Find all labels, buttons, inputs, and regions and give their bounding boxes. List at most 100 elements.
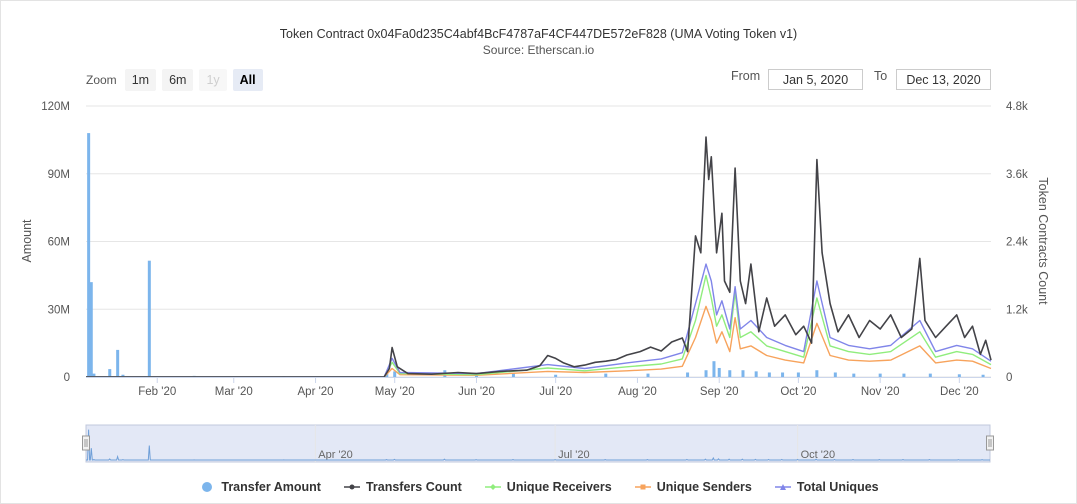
transfer-amount-bar: [957, 374, 961, 377]
zoom-label: Zoom: [86, 73, 117, 87]
legend-label: Transfer Amount: [221, 480, 321, 494]
x-tick-label: Mar '20: [215, 386, 253, 398]
y-right-tick-label: 3.6k: [1006, 169, 1028, 181]
y-right-tick-label: 1.2k: [1006, 304, 1028, 316]
transfer-amount-bar: [89, 282, 93, 377]
legend-item-unique-receivers[interactable]: Unique Receivers: [484, 480, 612, 494]
legend-marker-icon: [343, 484, 360, 490]
total-uniques-line: [86, 263, 992, 378]
transfer-amount-bar: [767, 372, 771, 377]
x-tick-label: Apr '20: [298, 386, 334, 398]
x-tick-label: May '20: [375, 386, 415, 398]
transfer-amount-bar: [108, 369, 112, 377]
legend-item-total-uniques[interactable]: Total Uniques: [774, 480, 879, 494]
navigator-series: [86, 429, 990, 461]
y-right-tick-label: 4.8k: [1006, 101, 1028, 113]
zoom-1y-button[interactable]: 1y: [199, 69, 227, 91]
unique-receivers-line: [86, 274, 992, 378]
range-to-label: To: [874, 69, 888, 83]
range-to-input[interactable]: Dec 13, 2020: [896, 69, 991, 90]
chart-title: Token Contract 0x04Fa0d235C4abf4BcF4787a…: [279, 27, 798, 41]
transfer-amount-bar: [116, 349, 120, 377]
transfer-amount-bar: [511, 373, 515, 377]
x-tick-label: Nov '20: [861, 386, 900, 398]
transfers-count-line: [86, 136, 992, 378]
x-tick-label: Jun '20: [458, 386, 495, 398]
x-axis: Feb '20 Mar '20 Apr '20 May '20 Jun '20 Jul '…: [86, 377, 991, 398]
x-tick-label: Oct '20: [780, 386, 816, 398]
legend-triangle: [779, 484, 786, 490]
navigator-mask: [85, 424, 991, 463]
transfer-amount-bar: [796, 372, 800, 377]
legend-marker-icon: [202, 482, 213, 492]
legend-diamond: [489, 484, 496, 490]
chart-subtitle: Source: Etherscan.io: [482, 43, 595, 57]
x-tick-label: Jul '20: [539, 386, 572, 398]
navigator-label: Apr '20: [318, 449, 353, 461]
legend-label: Unique Senders: [656, 480, 752, 494]
legend-marker-icon: [484, 484, 501, 490]
transfer-amount-bar: [878, 373, 882, 377]
legend-item-transfer-amount[interactable]: Transfer Amount: [198, 480, 321, 494]
legend-label: Unique Receivers: [506, 480, 612, 494]
transfer-amount-bar: [754, 371, 758, 377]
y-axis-right: 0 1.2k 2.4k 3.6k 4.8k: [1006, 101, 1028, 384]
navigator-left-handle[interactable]: [82, 435, 90, 451]
zoom-controls: Zoom 1m 6m 1y All: [86, 69, 263, 91]
navigator-right-handle[interactable]: [986, 435, 994, 451]
legend-label: Transfers Count: [365, 480, 462, 494]
transfer-amount-bar: [712, 361, 716, 377]
legend-marker-icon: [774, 484, 791, 490]
navigator: Apr '20 Jul '20 Oct '20: [82, 424, 994, 463]
transfer-amount-series: [87, 133, 985, 377]
navigator-label: Jul '20: [558, 449, 589, 461]
transfer-amount-bar: [928, 373, 932, 377]
transfer-amount-bar: [728, 370, 732, 377]
y-right-tick-label: 0: [1006, 372, 1012, 384]
transfer-amount-bar: [981, 374, 985, 377]
navigator-label: Oct '20: [801, 449, 836, 461]
transfer-amount-bar: [554, 374, 558, 377]
transfer-amount-bar: [87, 133, 91, 377]
transfer-amount-bar: [852, 373, 856, 377]
transfer-amount-bar: [121, 374, 125, 377]
legend-dot: [349, 484, 355, 490]
x-tick-label: Feb '20: [138, 386, 176, 398]
y-axis-right-label: Token Contracts Count: [1036, 177, 1050, 305]
x-tick-label: Sep '20: [700, 386, 739, 398]
transfer-amount-bar: [815, 370, 819, 377]
transfer-amount-bar: [385, 373, 389, 377]
zoom-1m-button[interactable]: 1m: [124, 69, 157, 91]
zoom-6m-button[interactable]: 6m: [162, 69, 194, 91]
transfer-amount-bar: [686, 372, 690, 377]
y-left-tick-label: 30M: [48, 304, 70, 316]
y-axis-left: 0 30M 60M 90M 120M: [41, 101, 70, 384]
transfer-amount-bar: [717, 367, 721, 377]
legend: Transfer Amount Transfers Count Unique Rec…: [0, 480, 1077, 494]
range-from-label: From: [731, 69, 761, 83]
legend-item-unique-senders[interactable]: Unique Senders: [634, 480, 752, 494]
transfer-amount-bar: [393, 371, 397, 377]
y-right-tick-label: 2.4k: [1006, 237, 1028, 249]
legend-label: Total Uniques: [796, 480, 879, 494]
y-left-tick-label: 60M: [48, 237, 70, 249]
zoom-all-button[interactable]: All: [232, 69, 263, 91]
transfer-amount-bar: [833, 372, 837, 377]
transfer-amount-bar: [147, 260, 151, 377]
transfer-amount-bar: [741, 370, 745, 377]
y-axis-left-label: Amount: [20, 219, 34, 263]
transfer-amount-bar: [92, 373, 96, 377]
transfer-amount-bar: [604, 373, 608, 377]
range-from-input[interactable]: Jan 5, 2020: [768, 69, 863, 90]
x-tick-label: Aug '20: [618, 386, 657, 398]
legend-marker-icon: [634, 484, 651, 490]
unique-senders-line: [86, 305, 992, 378]
transfer-amount-bar: [902, 373, 906, 377]
y-left-tick-label: 120M: [41, 101, 70, 113]
legend-circle: [202, 482, 213, 492]
transfer-amount-bar: [646, 373, 650, 377]
legend-item-transfers-count[interactable]: Transfers Count: [343, 480, 462, 494]
y-left-tick-label: 0: [64, 372, 70, 384]
x-tick-label: Dec '20: [940, 386, 979, 398]
